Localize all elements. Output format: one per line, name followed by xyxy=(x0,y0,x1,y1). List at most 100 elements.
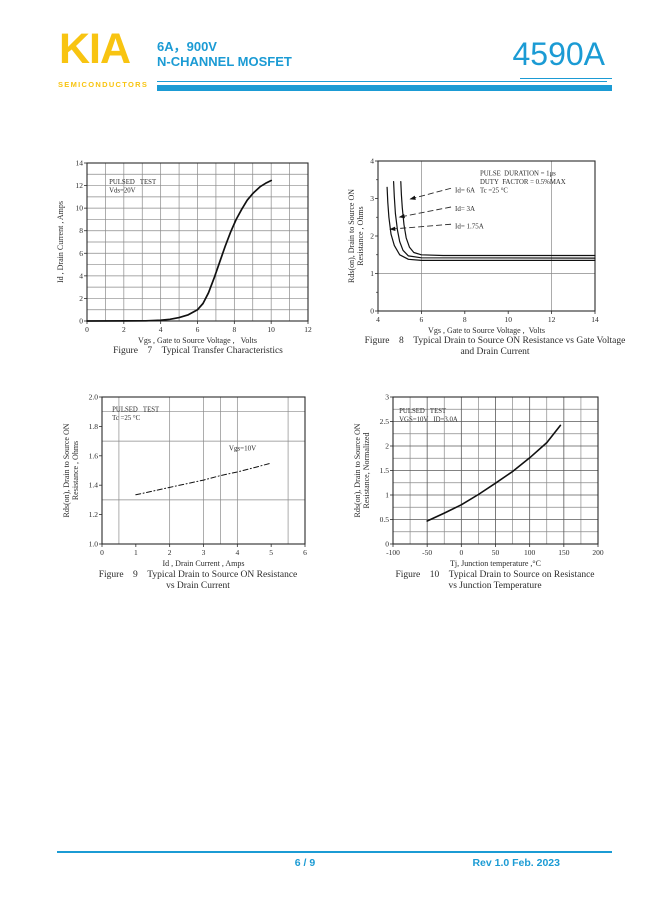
annotation: PULSED TEST xyxy=(109,179,157,186)
x-tick-label: 200 xyxy=(592,548,604,557)
x-tick-label: 2 xyxy=(168,548,172,557)
x-tick-label: 2 xyxy=(122,325,126,334)
x-tick-label: 1 xyxy=(134,548,138,557)
y-tick-label: 14 xyxy=(76,159,84,168)
x-tick-label: 6 xyxy=(196,325,200,334)
figure-8-caption: Figure 8 Typical Drain to Source ON Resi… xyxy=(345,336,645,358)
y-tick-label: 1.6 xyxy=(89,451,99,460)
x-tick-label: 0 xyxy=(100,548,104,557)
y-axis-label: Resistance , Ohms xyxy=(356,206,365,265)
x-tick-label: 12 xyxy=(304,325,312,334)
x-tick-label: 4 xyxy=(376,315,380,324)
y-tick-label: 10 xyxy=(76,204,84,213)
kia-logo-subtext: SEMICONDUCTORS xyxy=(58,80,149,89)
curve xyxy=(400,180,596,257)
figure-10-caption: Figure 10 Typical Drain to Source on Res… xyxy=(345,570,645,592)
y-tick-label: 1.8 xyxy=(89,422,99,431)
caption-line: vs Junction Temperature xyxy=(448,581,542,591)
caption-line: and Drain Current xyxy=(460,347,530,357)
annotation: Vds=20V xyxy=(109,188,136,195)
figure-7: 0 2 4 6 8 10 12 0 2 4 6 8 10 12 14 Vgs , Gate to Source… xyxy=(50,150,346,357)
x-tick-label: 8 xyxy=(232,325,236,334)
y-tick-label: 3 xyxy=(385,393,389,402)
annotation: PULSE DURATION = 1μs xyxy=(480,171,556,178)
label-arrowhead xyxy=(389,226,396,231)
x-tick-label: 8 xyxy=(463,315,467,324)
y-tick-label: 12 xyxy=(76,181,84,190)
label-leader-line xyxy=(398,206,452,218)
figure-10-plot: -100 -50 0 50 100 150 200 0 0.5 1 1.5 2 2.5 3 Tj, Junc… xyxy=(353,393,604,569)
caption-line: Figure 9 Typical Drain to Source ON Resi… xyxy=(98,570,298,580)
x-tick-label: 10 xyxy=(267,325,275,334)
y-axis-label: Id , Drain Current , Amps xyxy=(56,201,65,283)
curve-label: Id= 3A xyxy=(455,205,475,213)
y-axis-label: Rds(on), Drain to Source ON xyxy=(62,423,71,517)
part-number-underline xyxy=(520,78,612,79)
y-tick-label: 2.0 xyxy=(89,393,99,402)
y-tick-label: 4 xyxy=(370,157,374,166)
label-leader-line xyxy=(409,187,452,200)
kia-logo: KIA xyxy=(59,25,131,73)
y-tick-label: 4 xyxy=(79,271,83,280)
curve xyxy=(135,462,272,496)
annotation: PULSED TEST xyxy=(399,408,447,415)
figure-7-plot: 0 2 4 6 8 10 12 0 2 4 6 8 10 12 14 Vgs , Gate to Source… xyxy=(56,159,312,346)
curve xyxy=(86,179,273,322)
curve-label: Id= 6A xyxy=(455,186,475,194)
curve-label: Vgs=10V xyxy=(229,445,256,453)
page-number: 6 / 9 xyxy=(294,857,316,869)
y-tick-label: 2.5 xyxy=(380,417,390,426)
x-tick-label: 0 xyxy=(85,325,89,334)
annotation: VGS=10V ID=3.0A xyxy=(399,416,458,423)
curve xyxy=(392,180,596,259)
x-tick-label: 50 xyxy=(492,548,500,557)
x-tick-label: 4 xyxy=(235,548,239,557)
header-rule-thick xyxy=(157,85,612,91)
x-tick-label: 0 xyxy=(459,548,463,557)
annotation: DUTY FACTOR = 0.5%MAX xyxy=(480,179,566,186)
curve xyxy=(426,424,562,522)
y-tick-label: 0.5 xyxy=(380,515,390,524)
curve xyxy=(386,186,596,262)
y-axis-label: Rds(on), Drain to Source ON xyxy=(353,423,362,517)
product-type: N-CHANNEL MOSFET xyxy=(157,54,292,69)
caption-line: Figure 10 Typical Drain to Source on Res… xyxy=(395,570,595,580)
x-tick-label: 10 xyxy=(504,315,512,324)
y-tick-label: 1.5 xyxy=(380,466,390,475)
x-tick-label: 6 xyxy=(303,548,307,557)
x-axis-label: Id , Drain Current , Amps xyxy=(163,559,245,568)
y-tick-label: 1 xyxy=(385,491,389,500)
figure-9: 0 1 2 3 4 5 6 1.0 1.2 1.4 1.6 1.8 2.0 Id , Drain Curr… xyxy=(50,388,346,592)
x-axis-label: Vgs , Gate to Source Voltage , Volts xyxy=(138,336,257,345)
annotation: Tc =25 °C xyxy=(112,415,140,422)
caption-line: vs Drain Current xyxy=(166,581,230,591)
curve-label: Id= 1.75A xyxy=(455,222,484,230)
x-tick-label: 3 xyxy=(202,548,206,557)
y-tick-label: 1.2 xyxy=(89,510,99,519)
annotation: Tc =25 °C xyxy=(480,188,508,195)
part-number: 4590A xyxy=(512,36,605,72)
y-axis-label: Resistance , Ohms xyxy=(71,441,80,500)
y-tick-label: 2 xyxy=(385,442,389,451)
annotation: PULSED TEST xyxy=(112,406,160,413)
footer-rule xyxy=(57,851,612,853)
figure-9-caption: Figure 9 Typical Drain to Source ON Resi… xyxy=(50,570,346,592)
figure-7-caption: Figure 7 Typical Transfer Characteristic… xyxy=(50,346,346,357)
x-tick-label: -50 xyxy=(422,548,432,557)
y-tick-label: 1.4 xyxy=(89,481,99,490)
y-tick-label: 2 xyxy=(370,232,374,241)
y-tick-label: 0 xyxy=(79,317,83,326)
x-tick-label: 100 xyxy=(524,548,536,557)
label-leader-line xyxy=(389,223,452,230)
y-tick-label: 1.0 xyxy=(89,540,99,549)
y-tick-label: 0 xyxy=(370,307,374,316)
revision-label: Rev 1.0 Feb. 2023 xyxy=(472,857,560,869)
x-axis-label: Tj, Junction temperature ,°C xyxy=(450,559,541,568)
x-axis-label: Vgs , Gate to Source Voltage , Volts xyxy=(428,326,545,335)
x-tick-label: 12 xyxy=(548,315,556,324)
label-arrowhead xyxy=(398,213,405,219)
y-tick-label: 0 xyxy=(385,540,389,549)
x-tick-label: 150 xyxy=(558,548,570,557)
